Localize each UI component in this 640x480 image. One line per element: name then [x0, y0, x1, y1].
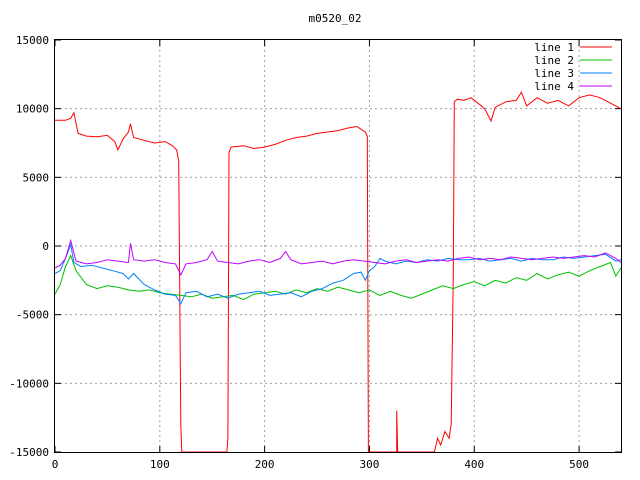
- y-tick-label: -5000: [16, 309, 49, 322]
- x-tick-label: 100: [150, 458, 170, 471]
- legend-label: line 4: [534, 80, 574, 93]
- y-tick-label: 5000: [23, 171, 50, 184]
- series-line-2: [55, 254, 621, 301]
- series-lines: [55, 91, 621, 452]
- x-tick-label: 200: [255, 458, 275, 471]
- x-tick-label: 400: [464, 458, 484, 471]
- chart-title: m0520_02: [309, 12, 362, 25]
- y-tick-label: -15000: [9, 446, 49, 459]
- y-tick-label: 15000: [16, 34, 49, 47]
- series-line-4: [55, 238, 621, 276]
- legend-label: line 1: [534, 41, 574, 54]
- x-tick-label: 500: [569, 458, 589, 471]
- y-tick-label: -10000: [9, 377, 49, 390]
- series-line-1: [55, 91, 621, 452]
- plot-frame: [54, 39, 622, 453]
- series-line-3: [55, 242, 621, 305]
- axis-ticks: 0 100 200 300 400 500 -15000 -10000 -5000 0 5000 10…: [9, 34, 621, 471]
- y-tick-label: 0: [42, 240, 49, 253]
- y-tick-label: 10000: [16, 103, 49, 116]
- legend-label: line 3: [534, 67, 574, 80]
- x-tick-label: 300: [360, 458, 380, 471]
- legend-label: line 2: [534, 54, 574, 67]
- grid-lines: [55, 40, 621, 452]
- x-tick-label: 0: [52, 458, 59, 471]
